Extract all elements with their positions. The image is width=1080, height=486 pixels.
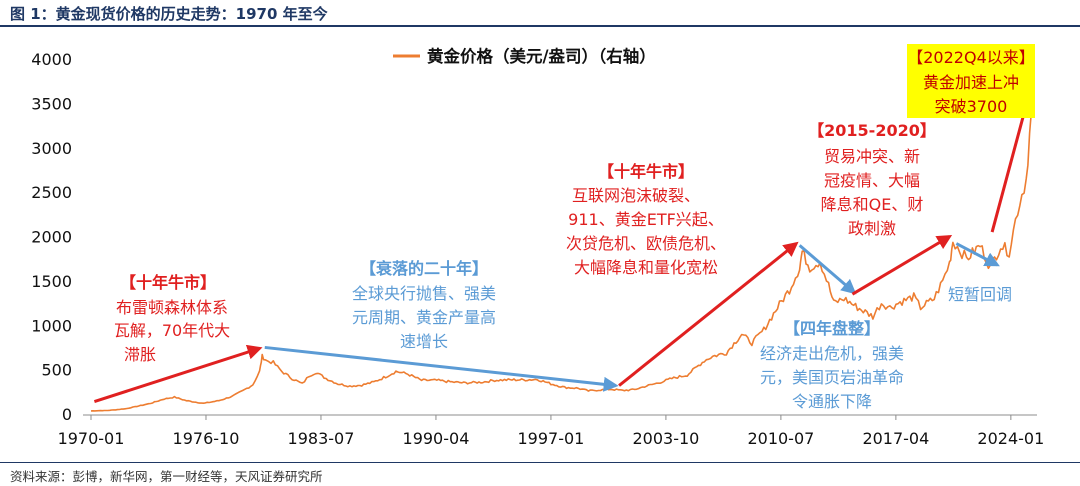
- x-tick-label: 2003-10: [632, 429, 699, 448]
- annotation-3-head: 【十年牛市】: [598, 162, 694, 181]
- source-rule: [0, 462, 1080, 463]
- y-tick-label: 1000: [31, 316, 72, 335]
- annotation-5-line: 政刺激: [848, 219, 896, 238]
- y-tick-label: 2500: [31, 183, 72, 202]
- uptrend-arrow: [93, 344, 263, 404]
- annotation-2-head: 【衰落的二十年】: [360, 259, 488, 278]
- annotation-1-head: 【十年牛市】: [120, 273, 216, 292]
- annotation-3-line: 次贷危机、欧债危机、: [566, 234, 726, 253]
- annotation-1-line: 滞胀: [124, 345, 156, 364]
- uptrend-arrow: [618, 241, 799, 387]
- annotation-7-highlight: [907, 44, 1035, 118]
- annotation-5-head: 【2015-2020】: [808, 121, 936, 140]
- uptrend-arrow: [851, 234, 953, 296]
- annotation-3-line: 大幅降息和量化宽松: [574, 258, 718, 277]
- source-note: 资料来源：彭博，新华网，第一财经等，天风证券研究所: [10, 469, 323, 484]
- annotation-5-line: 贸易冲突、新: [824, 147, 920, 166]
- annotation-4-line: 经济走出危机，强美: [760, 344, 904, 363]
- y-tick-label: 4000: [31, 50, 72, 69]
- y-tick-label: 500: [41, 361, 72, 380]
- legend-label: 黄金价格（美元/盎司）（右轴）: [427, 46, 656, 66]
- uptrend-arrow: [990, 96, 1033, 233]
- y-tick-label: 3500: [31, 94, 72, 113]
- annotation-2-line: 元周期、黄金产量高: [352, 308, 496, 327]
- x-tick-label: 1983-07: [288, 429, 355, 448]
- annotation-7-line: 突破3700: [935, 97, 1008, 116]
- downtrend-arrow: [955, 242, 1000, 267]
- x-tick-label: 2024-01: [977, 429, 1044, 448]
- annotation-3-line: 互联网泡沫破裂、: [572, 186, 700, 205]
- annotation-3-line: 911、黄金ETF兴起、: [568, 210, 724, 229]
- y-tick-label: 0: [62, 405, 72, 424]
- x-tick-label: 1970-01: [58, 429, 125, 448]
- annotation-4-head: 【四年盘整】: [784, 319, 880, 338]
- annotation-5-line: 冠疫情、大幅: [824, 171, 920, 190]
- x-tick-label: 1997-01: [517, 429, 584, 448]
- x-tick-label: 1990-04: [403, 429, 470, 448]
- annotation-7-line: 【2022Q4以来】: [907, 48, 1035, 67]
- title-rule: [0, 25, 1080, 27]
- annotation-6-label: 短暂回调: [948, 285, 1012, 304]
- annotation-5-line: 降息和QE、财: [821, 195, 924, 214]
- annotation-2-line: 速增长: [400, 332, 448, 351]
- y-tick-label: 2000: [31, 228, 72, 247]
- y-tick-label: 3000: [31, 139, 72, 158]
- annotation-7-line: 黄金加速上冲: [923, 73, 1019, 92]
- gold-price-series-line: [90, 112, 1033, 412]
- downtrend-arrow: [798, 244, 857, 295]
- figure-title: 图 1：黄金现货价格的历史走势：1970 年至今: [10, 5, 328, 23]
- annotation-2-line: 全球央行抛售、强美: [352, 284, 496, 303]
- y-tick-label: 1500: [31, 272, 72, 291]
- annotation-1-line: 瓦解，70年代大: [114, 321, 230, 340]
- x-tick-label: 2010-07: [747, 429, 814, 448]
- annotation-4-line: 元，美国页岩油革命: [760, 368, 904, 387]
- x-tick-label: 1976-10: [173, 429, 240, 448]
- annotation-4-line: 令通胀下降: [792, 392, 872, 411]
- x-tick-label: 2017-04: [862, 429, 929, 448]
- annotation-1-line: 布雷顿森林体系: [116, 298, 228, 317]
- downtrend-arrow: [264, 345, 619, 392]
